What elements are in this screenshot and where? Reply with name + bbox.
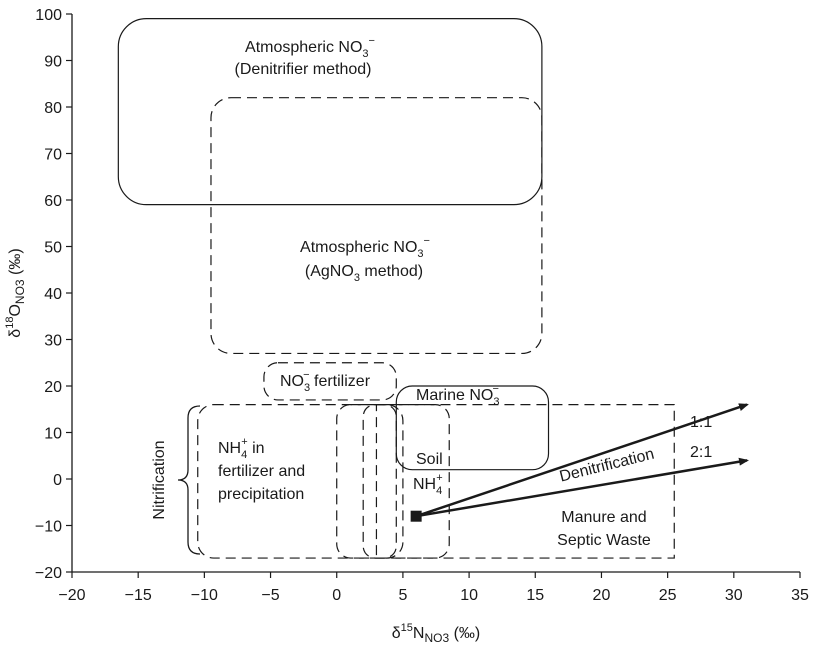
y-tick-label: 50 bbox=[44, 240, 62, 257]
x-tick-label: 20 bbox=[593, 587, 611, 604]
y-tick-label: −10 bbox=[35, 519, 62, 536]
y-axis-title: δ18ONO3 (‰) bbox=[4, 248, 27, 337]
x-tick-label: −5 bbox=[261, 587, 279, 604]
y-tick-label: 10 bbox=[44, 426, 62, 443]
x-tick-label: 5 bbox=[398, 587, 407, 604]
x-tick-label: 30 bbox=[725, 587, 743, 604]
y-tick-label: 80 bbox=[44, 100, 62, 117]
atm-agno3-label-line2: (AgNO3 method) bbox=[305, 263, 423, 284]
denitrification-origin-marker bbox=[410, 510, 422, 522]
soil-nh4-outer-region bbox=[336, 404, 450, 559]
x-axis-title: δ15NNO3 (‰) bbox=[392, 622, 481, 645]
y-tick-label: 20 bbox=[44, 379, 62, 396]
atm-denitrifier-label-line1: Atmospheric NO3− bbox=[245, 35, 375, 60]
y-tick-label: 0 bbox=[53, 472, 62, 489]
atmospheric-agno3-region bbox=[210, 97, 543, 355]
nh4-fertilizer-label-line3: precipitation bbox=[218, 486, 304, 503]
no3-fertilizer-label: NO3− fertilizer bbox=[280, 369, 371, 394]
manure-septic-region bbox=[375, 404, 675, 559]
manure-label-line1: Manure and bbox=[561, 509, 646, 526]
atmospheric-denitrifier-region bbox=[117, 18, 543, 206]
ratio-1-1-arrow bbox=[415, 403, 749, 518]
y-tick-label: 100 bbox=[35, 7, 62, 24]
x-tick-label: 35 bbox=[791, 587, 809, 604]
x-tick-label: −20 bbox=[58, 587, 85, 604]
manure-label-line2: Septic Waste bbox=[557, 532, 651, 549]
y-tick-label: 60 bbox=[44, 193, 62, 210]
atm-denitrifier-label-line2: (Denitrifier method) bbox=[235, 61, 372, 78]
atm-agno3-label-line1: Atmospheric NO3− bbox=[300, 235, 430, 260]
nh4-fertilizer-region bbox=[197, 404, 404, 559]
soil-label: Soil bbox=[416, 451, 443, 468]
ratio-2-1-arrow bbox=[415, 457, 750, 518]
y-tick-label: 30 bbox=[44, 333, 62, 350]
soil-nh4-inner-region bbox=[362, 404, 397, 559]
x-axis-ticks: −20 −15 −10 −5 0 5 10 15 20 25 30 35 bbox=[58, 572, 809, 604]
soil-nh4-label: NH4+ bbox=[413, 472, 443, 497]
x-tick-label: 15 bbox=[526, 587, 544, 604]
no3-fertilizer-region bbox=[263, 362, 397, 401]
y-tick-label: 40 bbox=[44, 286, 62, 303]
x-tick-label: −10 bbox=[191, 587, 218, 604]
y-tick-label: 90 bbox=[44, 54, 62, 71]
y-tick-label: 70 bbox=[44, 147, 62, 164]
ratio-1-1-label: 1:1 bbox=[690, 414, 712, 431]
x-tick-label: −15 bbox=[125, 587, 152, 604]
x-tick-label: 10 bbox=[460, 587, 478, 604]
nh4-fertilizer-label-line2: fertilizer and bbox=[218, 463, 305, 480]
nitrification-brace bbox=[177, 405, 201, 555]
ratio-2-1-label: 2:1 bbox=[690, 444, 712, 461]
x-tick-label: 0 bbox=[332, 587, 341, 604]
y-tick-label: −20 bbox=[35, 565, 62, 582]
x-tick-label: 25 bbox=[659, 587, 677, 604]
nitrification-label: Nitrification bbox=[151, 440, 168, 519]
nh4-fertilizer-label-line1: NH4+ in bbox=[218, 436, 265, 461]
marine-no3-label: Marine NO3− bbox=[416, 383, 499, 408]
